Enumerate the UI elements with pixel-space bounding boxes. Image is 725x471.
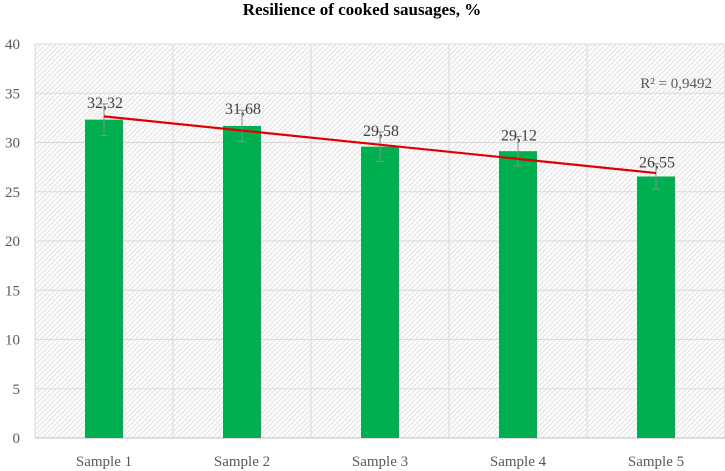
y-tick-label: 5	[13, 382, 21, 398]
x-axis: Sample 1 Sample 2 Sample 3 Sample 4 Sample 5	[76, 454, 684, 470]
data-label: 29,12	[501, 127, 537, 144]
data-label: 32,32	[87, 95, 123, 112]
y-tick-label: 15	[5, 283, 20, 299]
bar	[361, 146, 399, 438]
x-tick-label: Sample 3	[352, 454, 408, 470]
chart-title: Resilience of cooked sausages, %	[243, 0, 481, 19]
y-tick-label: 10	[5, 333, 20, 349]
data-label: 31,68	[225, 101, 261, 118]
data-label: 29,58	[363, 123, 399, 140]
y-tick-label: 30	[5, 136, 20, 152]
x-tick-label: Sample 2	[214, 454, 270, 470]
x-tick-label: Sample 4	[490, 454, 547, 470]
data-labels: 32,32 31,68 29,58 29,12 26,55	[87, 95, 675, 172]
r-squared-label: R² = 0,9492	[640, 76, 712, 92]
y-tick-label: 40	[5, 37, 20, 53]
bar	[85, 119, 123, 438]
y-axis: 0 5 10 15 20 25 30 35 40	[5, 37, 20, 447]
bar	[499, 151, 537, 438]
bar	[223, 125, 261, 439]
trendline	[103, 115, 657, 175]
error-bars	[100, 103, 660, 190]
trendline-group	[103, 115, 657, 175]
y-tick-label: 0	[13, 431, 21, 447]
x-tick-label: Sample 5	[628, 454, 684, 470]
x-tick-label: Sample 1	[76, 454, 132, 470]
y-tick-label: 25	[5, 185, 20, 201]
y-tick-label: 35	[5, 86, 20, 102]
bar	[637, 176, 675, 439]
bars	[85, 119, 675, 439]
data-label: 26,55	[639, 155, 675, 172]
y-tick-label: 20	[5, 234, 20, 250]
